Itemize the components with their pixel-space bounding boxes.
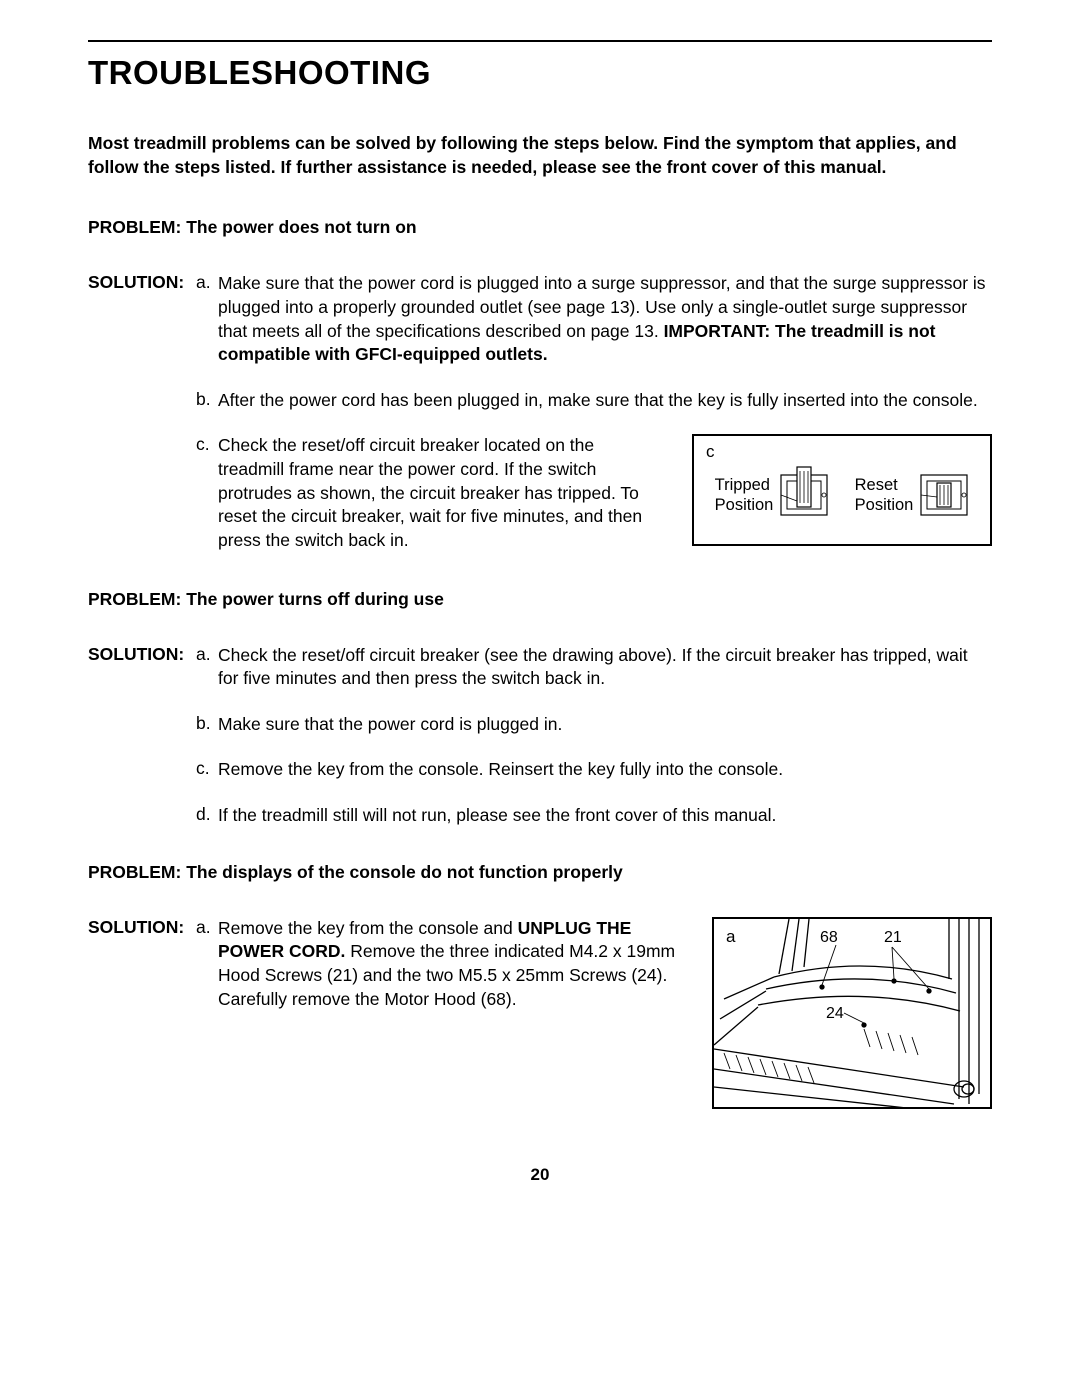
top-rule bbox=[88, 40, 992, 42]
solution-item: SOLUTION: a. Check the reset/off circuit… bbox=[88, 644, 992, 691]
solution-item-with-figure: SOLUTION: a. Remove the key from the con… bbox=[88, 917, 992, 1109]
solution-item: b. Make sure that the power cord is plug… bbox=[88, 713, 992, 737]
solution-text: Make sure that the power cord is plugged… bbox=[218, 713, 562, 737]
solution-item: SOLUTION: a. Make sure that the power co… bbox=[88, 272, 992, 367]
solution-text: Make sure that the power cord is plugged… bbox=[218, 272, 992, 367]
solution-text: If the treadmill still will not run, ple… bbox=[218, 804, 776, 828]
figure-label: c bbox=[706, 442, 715, 462]
problem-heading: PROBLEM: The displays of the console do … bbox=[88, 862, 992, 883]
solution-letter: a. bbox=[196, 272, 218, 293]
manual-page: TROUBLESHOOTING Most treadmill problems … bbox=[0, 0, 1080, 1109]
problem-heading: PROBLEM: The power turns off during use bbox=[88, 589, 992, 610]
solution-text: After the power cord has been plugged in… bbox=[218, 389, 978, 413]
solution-item-with-figure: c. Check the reset/off circuit breaker l… bbox=[88, 434, 992, 552]
part-number: 24 bbox=[826, 1005, 844, 1023]
figure-motor-hood: a 68 21 24 bbox=[712, 917, 992, 1109]
solution-letter: b. bbox=[196, 713, 218, 734]
figure-label: a bbox=[726, 927, 735, 947]
solution-text: Remove the key from the console and UNPL… bbox=[218, 917, 684, 1012]
solution-item: c. Remove the key from the console. Rein… bbox=[88, 758, 992, 782]
solution-text-part: Remove the key from the console and bbox=[218, 918, 518, 938]
solution-label: SOLUTION: bbox=[88, 917, 196, 1012]
solution-letter: a. bbox=[196, 644, 218, 665]
reset-switch-icon bbox=[919, 465, 969, 525]
figure-caption: TrippedPosition bbox=[715, 475, 774, 516]
solution-text: Check the reset/off circuit breaker (see… bbox=[218, 644, 992, 691]
page-title: TROUBLESHOOTING bbox=[88, 54, 992, 92]
solution-letter: b. bbox=[196, 389, 218, 410]
solution-label: SOLUTION: bbox=[88, 272, 196, 293]
solution-letter: c. bbox=[196, 758, 218, 779]
intro-paragraph: Most treadmill problems can be solved by… bbox=[88, 132, 992, 179]
tripped-switch-icon bbox=[779, 465, 829, 525]
motor-hood-diagram bbox=[714, 919, 992, 1109]
solution-item: d. If the treadmill still will not run, … bbox=[88, 804, 992, 828]
page-number: 20 bbox=[0, 1165, 1080, 1185]
solution-letter: c. bbox=[196, 434, 218, 552]
solution-letter: d. bbox=[196, 804, 218, 825]
solution-text: Check the reset/off circuit breaker loca… bbox=[218, 434, 664, 552]
solution-text: Remove the key from the console. Reinser… bbox=[218, 758, 783, 782]
part-number: 68 bbox=[820, 929, 838, 947]
solution-letter: a. bbox=[196, 917, 218, 1012]
solution-item: b. After the power cord has been plugged… bbox=[88, 389, 992, 413]
solution-label: SOLUTION: bbox=[88, 644, 196, 665]
problem-heading: PROBLEM: The power does not turn on bbox=[88, 217, 992, 238]
part-number: 21 bbox=[884, 929, 902, 947]
figure-caption: ResetPosition bbox=[855, 475, 914, 516]
figure-circuit-breaker: c TrippedPosition Re bbox=[692, 434, 992, 546]
